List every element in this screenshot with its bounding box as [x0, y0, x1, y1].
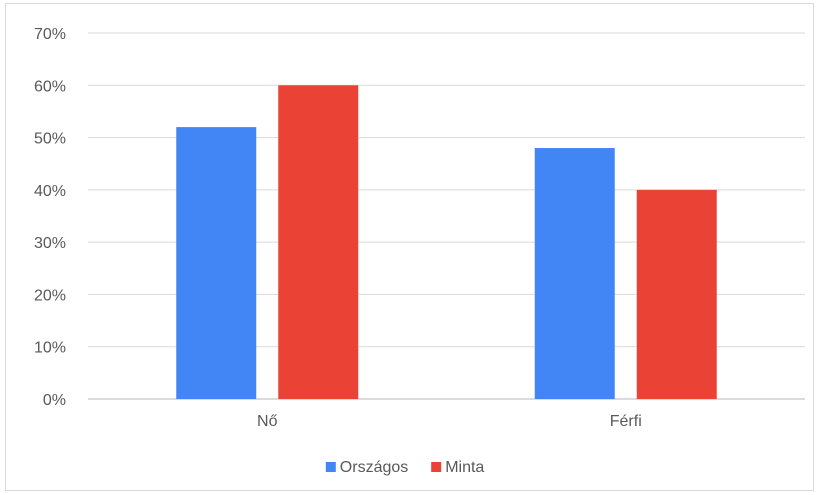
- legend-swatch-Minta: [431, 462, 442, 472]
- bar-Országos-Nő: [176, 127, 257, 399]
- legend-label-Minta: Minta: [445, 459, 484, 476]
- bars: [176, 85, 717, 400]
- x-axis-category-labels: Nő Férfi: [257, 413, 642, 430]
- legend-swatch-Országos: [325, 462, 336, 472]
- legend-label-Országos: Országos: [340, 459, 408, 476]
- y-tick-label-30: 30%: [34, 235, 66, 252]
- y-tick-label-40: 40%: [34, 183, 66, 200]
- x-category-label-Férfi: Férfi: [610, 413, 642, 430]
- x-category-label-Nő: Nő: [257, 413, 278, 430]
- legend: Országos Minta: [325, 459, 484, 476]
- y-tick-label-50: 50%: [34, 131, 66, 148]
- y-axis-tick-labels: 0% 10% 20% 30% 40% 50% 60% 70%: [34, 26, 66, 409]
- y-tick-label-0: 0%: [43, 392, 66, 409]
- y-tick-label-10: 10%: [34, 340, 66, 357]
- y-tick-label-70: 70%: [34, 26, 66, 43]
- bar-Minta-Nő: [278, 85, 359, 400]
- bar-Országos-Férfi: [534, 148, 615, 399]
- y-tick-label-20: 20%: [34, 287, 66, 304]
- bar-Minta-Férfi: [636, 189, 717, 399]
- y-tick-label-60: 60%: [34, 78, 66, 95]
